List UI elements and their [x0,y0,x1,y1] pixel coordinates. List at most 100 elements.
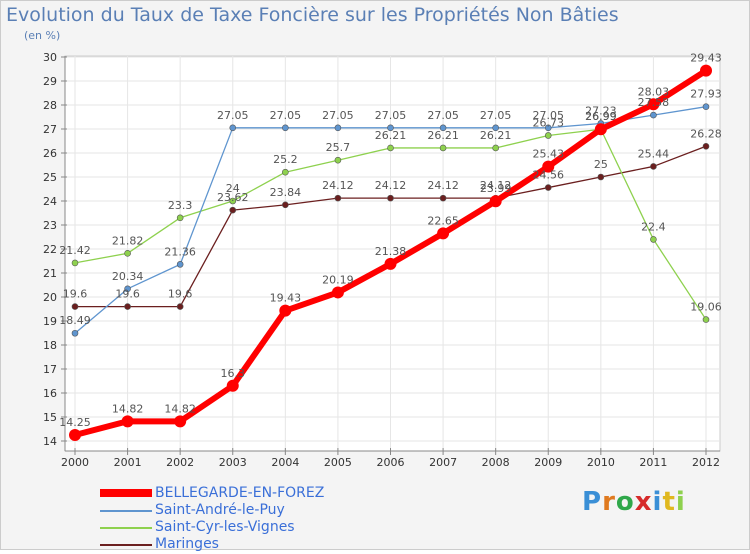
data-point [650,236,657,243]
data-point [69,429,81,441]
data-label: 19.6 [63,288,88,301]
y-tick-label: 21 [43,267,57,280]
y-tick-label: 28 [43,99,57,112]
data-point [334,124,342,132]
logo-letter: x [634,487,653,517]
data-point [594,123,607,136]
data-point [437,227,450,240]
data-point [384,257,397,270]
data-label: 19.6 [168,288,193,301]
logo-letter: i [652,487,663,517]
logo-letter: o [615,487,635,517]
data-point [542,160,555,173]
legend-swatch-saint-cyr [100,527,152,529]
data-label: 19.43 [270,292,302,305]
x-tick-label: 2008 [482,456,510,469]
grid-lines [65,56,720,451]
data-label: 26.28 [690,127,722,140]
data-label: 21.42 [59,244,91,257]
legend-label: BELLEGARDE-EN-FOREZ [155,485,325,501]
y-tick-label: 15 [43,411,57,424]
legend-label: Saint-Cyr-les-Vignes [155,519,295,535]
legend-swatch-bellegarde [100,489,152,497]
data-point [334,156,342,164]
data-point [387,124,394,132]
y-tick-label: 29 [43,75,57,88]
x-tick-label: 2007 [429,456,457,469]
data-label: 27.23 [585,104,617,117]
data-label: 26.21 [427,129,459,142]
data-label: 24 [226,182,240,195]
proxiti-logo: Proxiti [582,487,686,517]
data-label: 27.58 [638,96,670,109]
y-axis-unit: (en %) [24,29,61,42]
x-tick-label: 2012 [692,456,720,469]
data-point [439,124,447,132]
y-tick-label: 22 [43,243,57,256]
data-label: 18.49 [59,314,91,327]
data-label: 14.82 [164,402,196,415]
data-point [176,214,184,222]
y-tick-label: 17 [43,363,57,376]
data-label: 21.36 [164,245,196,258]
data-point [226,379,239,392]
data-point [544,124,552,132]
data-label: 24.12 [322,179,354,192]
data-point [279,304,292,317]
data-point [121,415,134,428]
data-label: 19.6 [115,288,140,301]
data-point [282,124,289,132]
y-tick-label: 26 [43,147,57,160]
data-point [492,124,499,132]
data-point [702,103,710,110]
data-point [71,329,79,337]
data-point [439,194,447,202]
data-point [492,144,499,152]
data-label: 25 [594,158,608,171]
logo-letter: t [662,487,676,517]
data-label: 27.05 [375,109,407,122]
x-tick-label: 2000 [61,456,89,469]
data-label: 28.03 [638,85,670,98]
y-tick-label: 24 [43,195,57,208]
logo-letter: r [602,487,616,517]
x-tick-label: 2003 [219,456,247,469]
data-label: 22.65 [427,214,459,227]
data-label: 25.2 [273,153,298,166]
data-label: 24.56 [533,169,565,182]
data-label: 26.99 [585,110,617,123]
data-point [647,98,660,111]
data-label: 27.93 [690,88,722,101]
y-tick-label: 16 [43,387,57,400]
data-point [176,303,184,310]
data-point [544,132,552,139]
data-labels: 14.25 14.82 14.82 16.3 19.43 20.19 21.38 22.65 2… [59,52,722,429]
data-label: 23.62 [217,191,249,204]
data-point [387,194,394,202]
data-label: 20.19 [322,273,354,286]
y-tick-label: 25 [43,171,57,184]
data-label: 27.05 [480,109,512,122]
logo-letter: P [582,487,603,517]
data-label: 27.05 [427,109,459,122]
data-label: 14.25 [59,416,91,429]
y-tick-label: 18 [43,339,57,352]
data-point [650,111,657,119]
logo-letter: i [675,487,686,517]
data-point [71,259,79,267]
data-label: 27.05 [270,109,302,122]
data-label: 20.34 [112,270,144,283]
data-point [71,303,79,310]
data-label: 23.3 [168,199,193,212]
data-point [489,195,502,208]
data-label: 25.7 [326,141,351,154]
data-point [124,285,131,293]
data-label: 26.73 [533,116,565,129]
data-label: 24.12 [480,179,512,192]
data-point [229,197,237,205]
y-tick-label: 20 [43,291,57,304]
data-label: 27.05 [217,109,249,122]
legend-swatch-saint-andre [100,510,152,512]
y-tick-label: 27 [43,123,57,136]
axes: 14 15 16 17 18 19 20 21 22 23 24 25 26 27 28 29 30 2000 20… [43,51,720,469]
